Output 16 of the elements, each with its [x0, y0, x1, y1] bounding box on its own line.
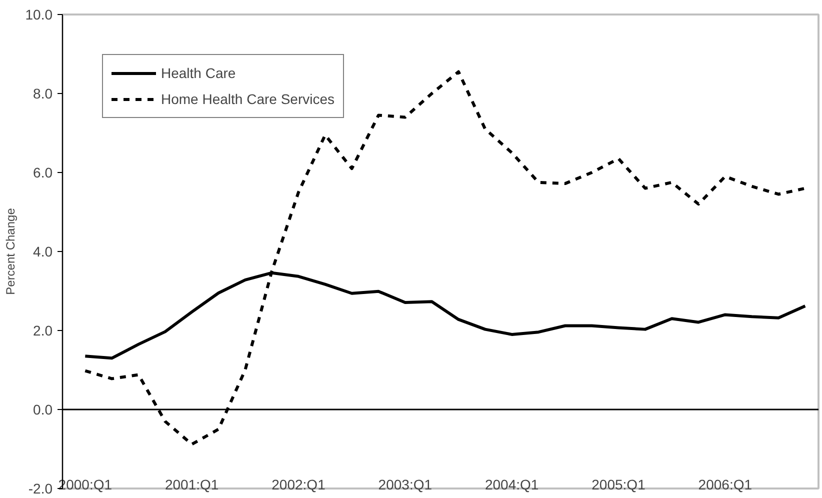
y-tick-label: 6.0	[33, 164, 53, 180]
y-tick-label: 0.0	[33, 402, 53, 418]
y-tick-label: 2.0	[33, 322, 53, 338]
y-tick-label: 8.0	[33, 86, 53, 102]
x-tick-label: 2004:Q1	[484, 476, 539, 492]
y-tick-label: 4.0	[33, 244, 53, 260]
x-tick-label: 2003:Q1	[378, 476, 432, 492]
legend-label: Home Health Care Services	[161, 91, 335, 107]
x-tick-label: 2006:Q1	[698, 476, 752, 492]
x-tick-label: 2005:Q1	[592, 476, 646, 492]
y-axis-title: Percent Change	[3, 208, 18, 295]
x-tick-label: 2001:Q1	[164, 476, 219, 492]
legend-label: Health Care	[161, 65, 237, 81]
y-tick-label: -2.0	[28, 480, 53, 496]
x-tick-label: 2002:Q1	[272, 476, 326, 492]
y-tick-label: 10.0	[25, 6, 53, 22]
